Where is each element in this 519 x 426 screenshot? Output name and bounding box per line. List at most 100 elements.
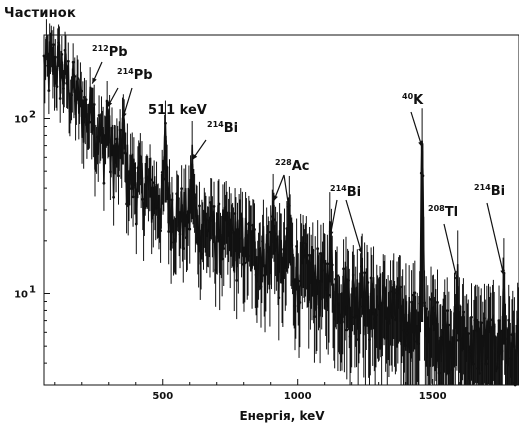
data-point — [81, 99, 85, 103]
data-point — [142, 203, 146, 207]
data-point — [500, 349, 504, 353]
data-point — [316, 247, 320, 251]
data-point — [84, 98, 88, 102]
data-point — [269, 230, 273, 234]
data-point — [68, 109, 72, 113]
arrow-head — [418, 141, 423, 148]
data-point — [423, 301, 426, 305]
data-point — [510, 333, 514, 337]
data-point — [374, 313, 378, 317]
data-point — [180, 187, 184, 190]
data-point — [159, 229, 162, 233]
data-point — [303, 255, 307, 259]
data-point — [390, 316, 394, 319]
data-point — [337, 302, 341, 306]
data-point — [66, 59, 70, 63]
data-point — [507, 318, 511, 322]
data-point — [468, 349, 472, 353]
data-point — [398, 285, 402, 289]
arrow-line — [345, 199, 363, 254]
data-point — [233, 212, 237, 215]
data-point — [207, 219, 211, 223]
data-point — [204, 218, 208, 222]
data-point — [471, 362, 475, 366]
data-point — [350, 316, 354, 319]
data-point — [327, 293, 331, 297]
data-point — [462, 310, 465, 314]
data-point — [314, 306, 318, 310]
data-point — [257, 248, 261, 251]
y-tick-label: 10 — [14, 289, 28, 300]
data-point — [164, 121, 167, 125]
arrow-head — [273, 195, 278, 202]
data-point — [175, 192, 179, 196]
arrow-head — [92, 77, 97, 84]
data-point — [155, 205, 159, 209]
data-point — [453, 326, 457, 329]
data-point — [427, 327, 431, 331]
spectrum-data — [42, 19, 519, 387]
data-point — [246, 254, 250, 258]
data-point — [57, 41, 60, 45]
data-point — [285, 227, 289, 230]
data-point — [457, 338, 460, 342]
data-point — [335, 274, 339, 278]
data-point — [136, 166, 140, 170]
data-point — [334, 277, 337, 281]
data-point — [408, 342, 412, 346]
data-point — [240, 236, 243, 240]
data-point — [162, 177, 166, 181]
arrow-head — [454, 276, 459, 283]
data-point — [351, 273, 355, 277]
y-axis-label: Частинок — [4, 6, 76, 21]
data-point — [364, 297, 368, 301]
data-point — [266, 250, 269, 254]
data-point — [415, 340, 418, 343]
data-point — [340, 320, 344, 324]
x-axis-label: Енергія, keV — [239, 409, 325, 423]
data-point — [309, 261, 313, 265]
data-point — [369, 276, 373, 280]
data-point — [348, 335, 352, 338]
data-point — [245, 222, 248, 226]
data-point — [347, 279, 350, 282]
data-point — [160, 171, 164, 174]
data-point — [261, 239, 265, 243]
arrow-line — [329, 199, 338, 237]
arrow-head — [286, 205, 291, 212]
data-point — [460, 348, 464, 352]
data-point — [403, 344, 407, 347]
data-point — [251, 223, 255, 227]
arrow-head — [328, 230, 334, 237]
data-point — [449, 340, 452, 344]
data-point — [474, 329, 478, 332]
data-point — [83, 95, 86, 99]
data-point — [363, 271, 367, 275]
data-point — [358, 301, 362, 305]
data-point — [253, 228, 256, 231]
data-point — [104, 135, 107, 138]
arrow-line — [443, 223, 459, 283]
data-point — [436, 301, 439, 304]
data-point — [105, 99, 109, 103]
arrow-head — [500, 269, 505, 276]
x-tick-label: 1500 — [419, 391, 447, 402]
data-point — [186, 210, 190, 213]
data-point — [214, 268, 218, 272]
data-point — [298, 301, 302, 304]
data-point — [432, 328, 436, 332]
data-point — [418, 302, 422, 305]
data-point — [384, 316, 388, 320]
x-tick-label: 1000 — [284, 391, 312, 402]
data-point — [45, 51, 49, 55]
data-point — [193, 196, 196, 200]
data-point — [389, 290, 392, 293]
data-point — [447, 323, 451, 327]
data-point — [259, 285, 263, 289]
data-point — [96, 135, 99, 139]
data-point — [413, 291, 417, 295]
data-point — [505, 361, 509, 365]
data-point — [249, 230, 253, 233]
data-point — [151, 186, 154, 190]
